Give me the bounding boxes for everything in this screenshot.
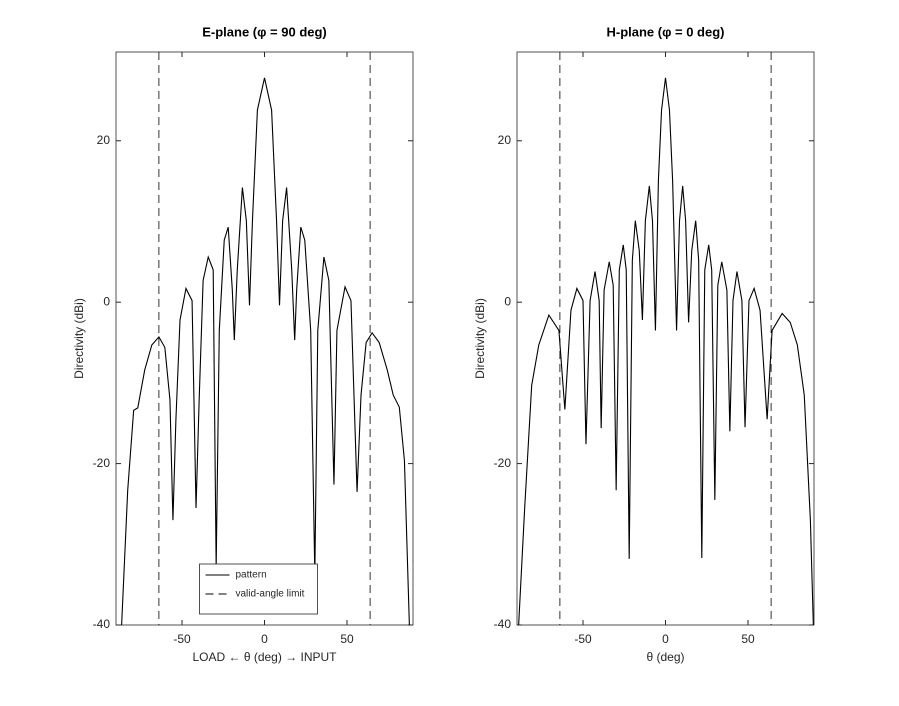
chart-title: E-plane (φ = 90 deg) [202,24,327,39]
y-tick-label: -40 [494,617,512,631]
x-tick-label: 0 [261,632,268,646]
pattern-line [121,77,410,625]
legend-label: pattern [236,570,267,581]
subplot: -50 0 50 -40 -20 0 20 E-plane (φ = 90 deg) LOAD … [72,24,414,664]
pattern-line [518,77,814,625]
chart-title: H-plane (φ = 0 deg) [606,24,724,39]
plot-area [121,52,410,625]
x-axis-label: LOAD ← θ (deg) → INPUT [192,650,337,664]
x-tick-label: -50 [574,632,592,646]
x-tick-label: 50 [741,632,755,646]
x-axis-label: θ (deg) [646,650,684,664]
legend-label: valid-angle limit [236,589,305,600]
y-tick-label: -20 [494,456,512,470]
axes-box [115,51,414,626]
axes-box [516,51,815,626]
x-tick-label: 0 [662,632,669,646]
y-tick-label: 20 [498,133,512,147]
legend-box [199,563,318,615]
x-tick-label: -50 [173,632,191,646]
subplot: -50 0 50 -40 -20 0 20 H-plane (φ = 0 deg) θ (deg… [473,24,815,664]
plot-area [518,52,814,625]
y-tick-label: 0 [103,294,110,308]
y-tick-label: 20 [97,133,111,147]
y-tick-label: -20 [93,456,111,470]
y-tick-label: 0 [504,294,511,308]
y-tick-label: -40 [93,617,111,631]
y-axis-label: Directivity (dBi) [473,298,487,379]
x-tick-label: 50 [340,632,354,646]
y-axis-label: Directivity (dBi) [72,298,86,379]
legend: pattern valid-angle limit [199,563,318,615]
